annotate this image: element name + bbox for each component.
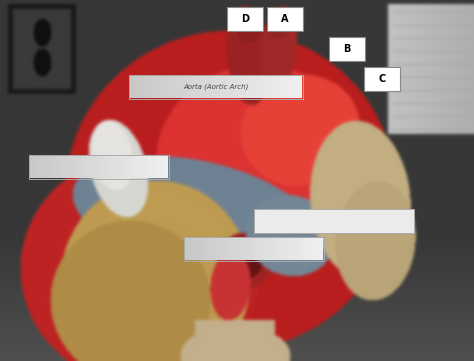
FancyBboxPatch shape [227,7,263,31]
FancyBboxPatch shape [364,67,400,91]
Text: Aorta (Aortic Arch): Aorta (Aortic Arch) [183,84,249,90]
Text: C: C [378,74,386,84]
Text: A: A [281,14,289,24]
Text: D: D [241,14,249,24]
FancyBboxPatch shape [254,209,414,233]
Text: B: B [343,44,351,54]
FancyBboxPatch shape [267,7,303,31]
FancyBboxPatch shape [329,37,365,61]
